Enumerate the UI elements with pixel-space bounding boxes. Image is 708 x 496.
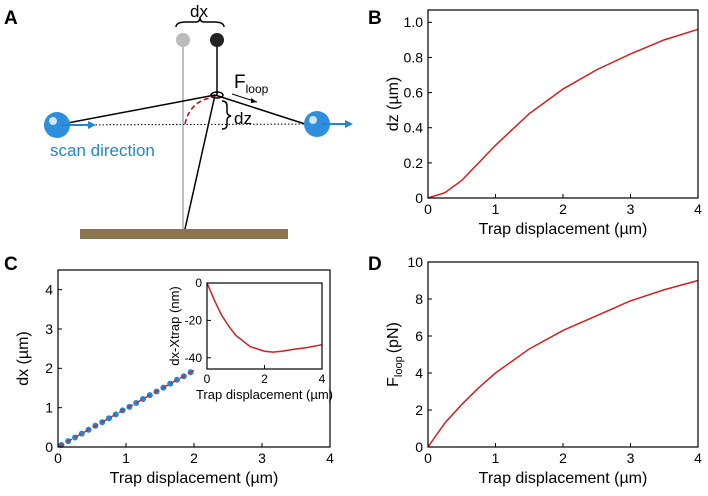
x-tick-label: 0	[54, 450, 62, 466]
x-tick-label: 2	[559, 450, 567, 466]
y-tick-label: 2	[45, 360, 53, 376]
chart: 0 1 2 3 4 0 2 4 6 8 10 Trap displacement (µm) Floop (…	[385, 254, 702, 487]
x-tick-label: 3	[627, 201, 635, 217]
y-tick-label: 6	[415, 328, 423, 344]
dz-label: dz	[234, 109, 252, 128]
red-path	[184, 96, 216, 125]
x-tick-label: 1	[492, 450, 500, 466]
point	[112, 411, 119, 418]
y-label-sub: loop	[393, 356, 405, 377]
x-tick-label: 0	[424, 201, 432, 217]
y-axis-label: Floop (pN)	[385, 322, 405, 387]
brace	[175, 16, 225, 28]
ground	[80, 229, 288, 239]
panel-letter: B	[368, 8, 382, 29]
y-tick-label: 0.6	[404, 84, 424, 100]
y-tick-label: 0.2	[404, 155, 424, 171]
x-tick-label: 4	[694, 201, 702, 217]
data-line	[427, 28, 699, 199]
force-main: F	[234, 72, 246, 93]
arrow-head	[251, 98, 257, 103]
diagram: dx Floop dz scan direction	[44, 2, 353, 239]
dx-label: dx	[190, 2, 208, 21]
data-line	[57, 369, 195, 448]
plot-frame	[427, 261, 699, 448]
y-tick-label: 10	[407, 254, 423, 270]
x-axis-label: Trap displacement (µm)	[479, 221, 648, 238]
x-tick-label: 4	[694, 450, 702, 466]
y-tick-label: 1	[45, 400, 53, 416]
y-tick-label: 0.8	[404, 49, 424, 65]
brace	[221, 100, 232, 130]
x-tick-label: 1	[122, 450, 130, 466]
point	[140, 396, 146, 403]
dotted-line	[56, 123, 318, 126]
bead-gray	[176, 33, 190, 47]
highlight	[49, 117, 57, 125]
y-tick-label: 4	[415, 365, 423, 381]
x-tick-label: 3	[627, 450, 635, 466]
x-tick-label: 1	[492, 201, 500, 217]
x-axis-label: Trap displacement (µm)	[479, 470, 648, 487]
force-label: Floop	[234, 72, 269, 96]
y-tick-label: 3	[45, 321, 53, 337]
highlight	[309, 116, 317, 124]
plot-frame	[206, 282, 323, 370]
dna-line	[56, 94, 216, 126]
x-tick-label: 4	[326, 450, 334, 466]
x-tick-label: 2	[190, 450, 198, 466]
y-tick-label: -40	[185, 351, 203, 365]
data-line	[206, 282, 323, 353]
panel-letter: A	[4, 8, 18, 29]
plot-frame	[57, 269, 331, 448]
dna-line	[214, 94, 306, 125]
y-label-main: F	[385, 377, 402, 387]
dna-line	[184, 94, 216, 230]
x-tick-label: 0	[204, 372, 211, 386]
point	[106, 415, 112, 422]
y-tick-label: 0	[415, 439, 423, 455]
bead-black	[210, 33, 224, 47]
y-tick-label: 2	[415, 402, 423, 418]
y-tick-label: 8	[415, 291, 423, 307]
x-tick-label: 3	[258, 450, 266, 466]
data-line	[427, 279, 699, 448]
x-tick-label: 0	[424, 450, 432, 466]
y-tick-label: 0.4	[404, 120, 424, 136]
point	[78, 430, 85, 437]
point	[167, 380, 174, 387]
point	[133, 399, 140, 406]
y-tick-label: 0	[195, 276, 202, 290]
chart: 0 1 2 3 4 0 0.2 0.4 0.6 0.8 1.0 Trap displacement (…	[385, 9, 702, 238]
y-axis-label: dx (µm)	[15, 331, 32, 386]
x-tick-label: 2	[261, 372, 268, 386]
panel-letter: C	[4, 254, 18, 275]
plot-frame	[427, 9, 699, 199]
inset-bg	[207, 283, 322, 369]
y-tick-label: -20	[185, 314, 203, 328]
y-axis-label: dz (µm)	[385, 77, 402, 132]
y-tick-label: 1.0	[404, 14, 424, 30]
y-tick-label: 0	[415, 190, 423, 206]
y-label-unit: (pN)	[385, 322, 402, 353]
panel-letter: D	[368, 254, 382, 275]
y-tick-label: 0	[45, 439, 53, 455]
arrow-head	[88, 121, 96, 129]
arrow-head	[345, 120, 353, 128]
y-tick-label: 4	[45, 282, 53, 298]
scan-label: scan direction	[50, 141, 155, 160]
loop	[210, 91, 224, 99]
x-tick-label: 2	[559, 201, 567, 217]
chart: 0 2 4 0 -20 -40 Trap displacement (µm) dx-Xtrap…	[167, 276, 333, 402]
x-axis-label: Trap displacement (µm)	[110, 470, 279, 487]
y-axis-label: dx-Xtrap (nm)	[167, 286, 182, 365]
x-axis-label: Trap displacement (µm)	[196, 387, 333, 402]
x-tick-label: 4	[319, 372, 326, 386]
force-sub: loop	[246, 82, 269, 96]
